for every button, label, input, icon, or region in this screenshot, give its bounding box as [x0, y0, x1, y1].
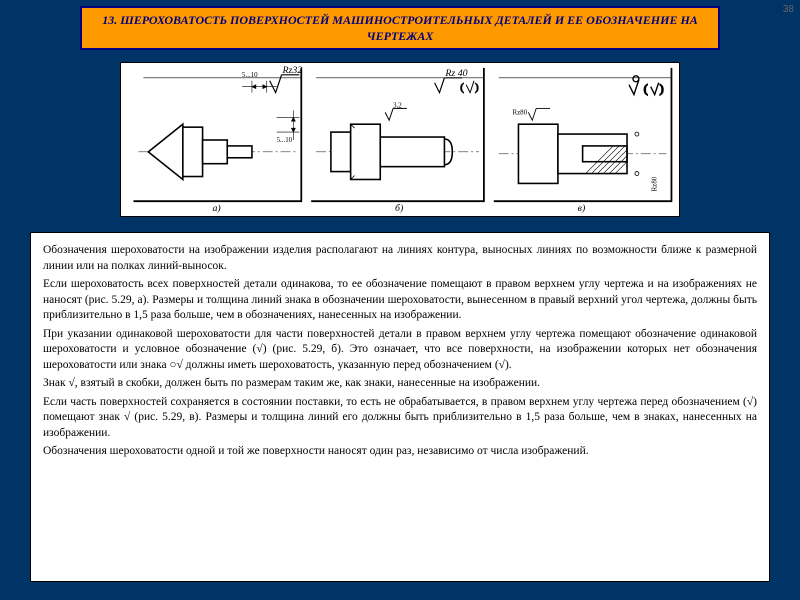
para-4: Знак √, взятый в скобки, должен быть по … — [43, 376, 757, 392]
para-5: Если часть поверхностей сохраняется в со… — [43, 395, 757, 442]
para-2: Если шероховатость всех поверхностей дет… — [43, 277, 757, 324]
svg-text:3,2: 3,2 — [393, 102, 402, 109]
svg-text:(: ( — [460, 82, 464, 94]
header-container: 13. ШЕРОХОВАТОСТЬ ПОВЕРХНОСТЕЙ МАШИНОСТР… — [80, 6, 720, 50]
svg-text:Rz32: Rz32 — [282, 65, 303, 76]
svg-text:в): в) — [578, 203, 586, 214]
para-3: При указании одинаковой шероховатости дл… — [43, 327, 757, 374]
svg-text:Rz80: Rz80 — [513, 109, 528, 116]
figure-5-29: Rz32 5...10 5...10 — [120, 62, 680, 217]
svg-text:(: ( — [644, 82, 648, 96]
svg-text:Rz80: Rz80 — [652, 176, 659, 191]
svg-text:а): а) — [212, 203, 220, 214]
page-title: 13. ШЕРОХОВАТОСТЬ ПОВЕРХНОСТЕЙ МАШИНОСТР… — [80, 6, 720, 50]
svg-text:б): б) — [395, 203, 403, 214]
svg-text:Rz 40: Rz 40 — [444, 68, 467, 79]
svg-text:): ) — [475, 82, 479, 94]
slide: 38 13. ШЕРОХОВАТОСТЬ ПОВЕРХНОСТЕЙ МАШИНО… — [0, 0, 800, 600]
svg-text:): ) — [660, 82, 664, 96]
page-number: 38 — [783, 4, 794, 15]
svg-text:5...10: 5...10 — [242, 72, 258, 79]
para-6: Обозначения шероховатости одной и той же… — [43, 444, 757, 460]
body-text: Обозначения шероховатости на изображении… — [30, 232, 770, 582]
para-1: Обозначения шероховатости на изображении… — [43, 243, 757, 274]
svg-text:5...10: 5...10 — [277, 137, 293, 144]
